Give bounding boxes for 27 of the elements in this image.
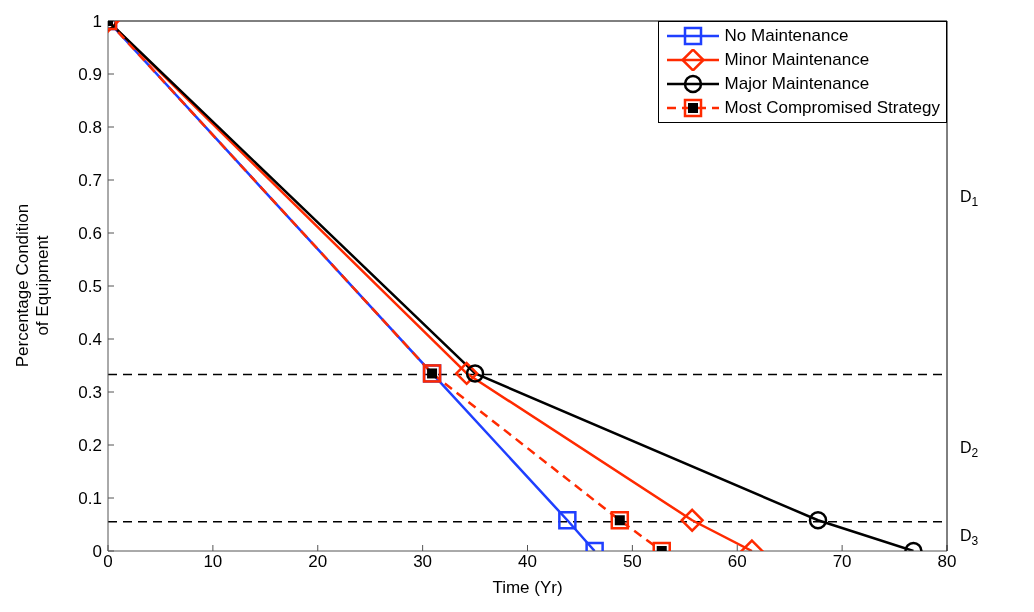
- text: D$_{1}$: [960, 188, 979, 209]
- y-tick-label: 0.9: [78, 65, 102, 85]
- y-axis-title: Percentage Condition of Equipment: [13, 203, 52, 368]
- y-tick-label: 0.3: [78, 383, 102, 403]
- y-tick-label: 1: [92, 12, 102, 32]
- x-tick-label: 80: [937, 552, 957, 572]
- x-tick-label: 60: [727, 552, 747, 572]
- x-tick-label: 20: [308, 552, 328, 572]
- legend-label: Minor Maintenance: [724, 50, 870, 70]
- x-axis-title: Time (Yr): [492, 578, 563, 597]
- x-tick-label: 40: [518, 552, 537, 572]
- legend-label: Most Compromised Strategy: [724, 98, 940, 118]
- x-tick-label: 10: [203, 552, 223, 572]
- y-tick-label: 0.7: [78, 171, 102, 191]
- x-tick-label: 50: [622, 552, 642, 572]
- y-tick-label: 0.8: [78, 118, 102, 138]
- y-tick-label: 0.4: [78, 330, 102, 350]
- x-tick-label: 30: [413, 552, 433, 572]
- y-tick-label: 0.1: [78, 489, 102, 509]
- text: D$_{2}$: [960, 438, 979, 460]
- x-tick-label: 70: [832, 552, 852, 572]
- y-tick-label: 0.5: [78, 277, 102, 297]
- legend-label: Major Maintenance: [724, 74, 870, 94]
- y-tick-label: 0.6: [78, 224, 102, 244]
- legend-label: No Maintenance: [724, 26, 849, 46]
- text: D$_{3}$: [960, 527, 979, 548]
- y-tick-label: 0.2: [78, 436, 102, 456]
